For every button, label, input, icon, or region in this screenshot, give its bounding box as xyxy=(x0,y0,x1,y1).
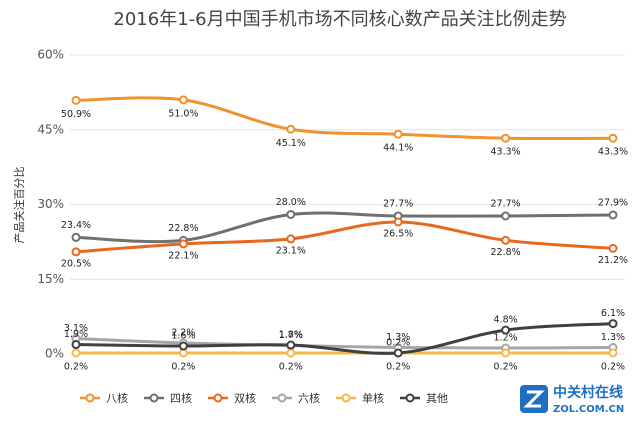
data-point xyxy=(71,232,81,242)
legend-item: 六核 xyxy=(272,391,320,405)
value-label: 6.1% xyxy=(601,308,625,319)
value-label: 4.8% xyxy=(494,315,518,326)
data-point xyxy=(286,340,296,350)
legend-item: 八核 xyxy=(80,391,128,405)
value-label: 26.5% xyxy=(383,228,413,239)
value-label: 0.2% xyxy=(386,362,410,373)
value-label: 1.9% xyxy=(64,329,88,340)
y-tick-label: 0% xyxy=(45,347,64,361)
value-label: 27.9% xyxy=(598,197,628,208)
data-point xyxy=(501,235,511,245)
value-label: 1.6% xyxy=(171,331,195,342)
value-label: 0.2% xyxy=(171,362,195,373)
data-point xyxy=(608,243,618,253)
y-axis-label: 产品关注百分比 xyxy=(12,167,26,244)
legend-marker xyxy=(277,393,287,403)
value-label: 0.2% xyxy=(601,362,625,373)
value-label: 0.2% xyxy=(64,362,88,373)
series-line xyxy=(75,220,614,254)
legend-marker xyxy=(341,393,351,403)
legend-marker xyxy=(405,393,415,403)
data-point xyxy=(286,209,296,219)
value-label: 28.0% xyxy=(276,197,306,208)
data-point xyxy=(393,129,403,139)
data-point xyxy=(71,340,81,350)
chart-title: 2016年1-6月中国手机市场不同核心数产品关注比例走势 xyxy=(113,9,566,30)
legend-marker xyxy=(149,393,159,403)
value-label: 0.2% xyxy=(279,362,303,373)
data-point xyxy=(501,348,511,358)
value-label: 43.3% xyxy=(491,147,521,158)
value-label: 0.2% xyxy=(386,338,410,349)
series-line xyxy=(75,322,614,355)
data-point xyxy=(501,133,511,143)
legend-item: 其他 xyxy=(400,392,448,405)
y-tick-label: 15% xyxy=(37,272,64,286)
value-label: 20.5% xyxy=(61,258,91,269)
value-label: 1.7% xyxy=(279,330,303,341)
data-point xyxy=(608,319,618,329)
value-label: 0.2% xyxy=(494,362,518,373)
series-line xyxy=(75,96,614,141)
value-label: 1.3% xyxy=(601,332,625,343)
legend-item: 单核 xyxy=(336,391,384,405)
value-label: 22.8% xyxy=(491,247,521,258)
data-point xyxy=(178,239,188,249)
value-label: 22.8% xyxy=(168,223,198,234)
data-point xyxy=(608,348,618,358)
watermark-url: ZOL.COM.CN xyxy=(553,404,624,415)
value-label: 45.1% xyxy=(276,138,306,149)
data-point xyxy=(393,348,403,358)
data-point xyxy=(286,124,296,134)
watermark: 中关村在线 ZOL.COM.CN xyxy=(520,384,624,415)
value-label: 3.1% xyxy=(64,323,88,334)
value-label: 22.1% xyxy=(168,250,198,261)
value-label: 21.2% xyxy=(598,255,628,266)
legend-label: 四核 xyxy=(170,391,192,405)
legend-item: 四核 xyxy=(144,391,192,405)
value-label: 27.7% xyxy=(491,198,521,209)
value-label: 23.1% xyxy=(276,245,306,256)
data-point xyxy=(393,217,403,227)
legend-item: 双核 xyxy=(208,391,256,405)
data-point xyxy=(608,210,618,220)
value-label: 2.2% xyxy=(171,328,195,339)
data-point xyxy=(501,325,511,335)
value-label: 23.4% xyxy=(61,220,91,231)
value-label: 1.8% xyxy=(279,330,303,341)
legend-label: 八核 xyxy=(106,391,128,405)
legend-label: 六核 xyxy=(298,391,320,405)
watermark-logo-z xyxy=(523,390,545,408)
data-point xyxy=(608,133,618,143)
value-label: 51.0% xyxy=(168,108,198,119)
data-point xyxy=(286,348,296,358)
data-point xyxy=(286,234,296,244)
y-tick-label: 30% xyxy=(37,197,64,211)
data-point xyxy=(71,95,81,105)
legend-label: 单核 xyxy=(362,391,384,405)
data-point xyxy=(178,341,188,351)
y-tick-label: 45% xyxy=(37,122,64,136)
series-line xyxy=(75,337,614,350)
watermark-name: 中关村在线 xyxy=(553,384,623,401)
legend-marker xyxy=(213,393,223,403)
y-tick-label: 60% xyxy=(37,48,64,62)
value-label: 50.9% xyxy=(61,109,91,120)
legend-label: 双核 xyxy=(234,391,256,405)
data-point xyxy=(501,211,511,221)
value-label: 1.2% xyxy=(494,333,518,344)
data-point xyxy=(178,348,188,358)
data-point xyxy=(178,95,188,105)
value-label: 1.3% xyxy=(386,332,410,343)
data-point xyxy=(71,247,81,257)
data-point xyxy=(71,348,81,358)
series-line xyxy=(75,211,614,244)
legend-label: 其他 xyxy=(426,392,448,405)
value-label: 44.1% xyxy=(383,143,413,154)
legend-marker xyxy=(85,393,95,403)
value-label: 43.3% xyxy=(598,147,628,158)
value-label: 27.7% xyxy=(383,198,413,209)
